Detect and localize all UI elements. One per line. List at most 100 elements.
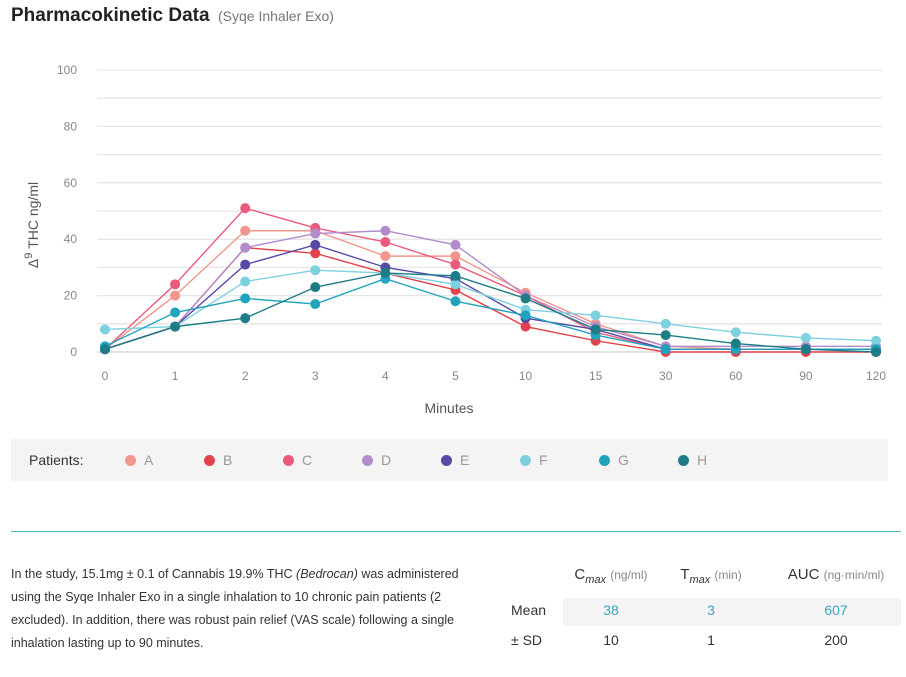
x-tick-label: 5	[452, 369, 459, 383]
data-point-f	[240, 276, 251, 287]
data-point-g	[660, 344, 671, 355]
data-point-g	[520, 310, 531, 321]
chart-title: Pharmacokinetic Data	[11, 5, 210, 26]
data-point-c	[240, 203, 251, 214]
data-point-f	[660, 318, 671, 329]
sd-cmax: 10	[603, 632, 619, 648]
legend-label: E	[460, 452, 470, 468]
header-auc: AUC (ng·min/ml)	[787, 566, 885, 583]
sd-tmax: 1	[707, 632, 715, 648]
mean-auc: 607	[824, 602, 848, 618]
patients-legend: Patients: A B C D E F G H	[11, 439, 888, 481]
legend-swatch	[520, 455, 531, 466]
legend-label: A	[144, 452, 154, 468]
legend-swatch	[362, 455, 373, 466]
description-product-name: (Bedrocan)	[296, 567, 358, 581]
legend-title: Patients:	[29, 452, 84, 468]
mean-tmax: 3	[707, 602, 715, 618]
series-line-c	[104, 207, 876, 350]
legend-item-d: D	[362, 452, 391, 468]
data-point-h	[240, 313, 251, 324]
x-tick-label: 90	[799, 369, 813, 383]
legend-label: H	[697, 452, 708, 468]
data-point-g	[170, 307, 181, 318]
data-point-a	[240, 225, 251, 236]
data-point-g	[240, 293, 251, 304]
legend-label: F	[539, 452, 548, 468]
data-point-f	[100, 324, 110, 335]
y-tick-label: 40	[64, 232, 78, 246]
data-point-e	[240, 259, 251, 270]
legend-label: G	[618, 452, 629, 468]
y-tick-label: 100	[57, 63, 77, 77]
data-point-g	[450, 296, 461, 307]
data-point-f	[730, 327, 741, 338]
data-point-d	[310, 228, 321, 239]
legend-item-b: B	[204, 452, 232, 468]
page-title: Pharmacokinetic Data (Syqe Inhaler Exo)	[11, 5, 334, 27]
y-tick-label: 80	[64, 119, 78, 133]
data-point-h	[310, 282, 321, 293]
y-tick-label: 20	[64, 289, 78, 303]
data-point-b	[310, 248, 321, 259]
section-divider	[11, 531, 901, 532]
legend-swatch	[204, 455, 215, 466]
legend-item-f: F	[520, 452, 548, 468]
x-axis-label: Minutes	[424, 400, 473, 416]
mean-cmax: 38	[603, 602, 619, 618]
svg-text:Δ9 THC ng/ml: Δ9 THC ng/ml	[23, 182, 41, 268]
y-axis-label: Δ9 THC ng/ml	[23, 182, 41, 268]
stats-sd-row: ± SD 10 1 200	[505, 632, 901, 660]
legend-label: D	[381, 452, 392, 468]
data-point-h	[170, 321, 181, 332]
x-tick-label: 4	[382, 369, 389, 383]
data-point-h	[380, 268, 391, 279]
data-point-h	[800, 344, 811, 355]
series-line-g	[104, 277, 876, 350]
data-point-h	[450, 270, 461, 281]
x-tick-label: 30	[659, 369, 673, 383]
legend-swatch	[599, 455, 610, 466]
data-point-f	[590, 310, 601, 321]
data-point-h	[590, 324, 601, 335]
data-point-f	[450, 279, 461, 290]
header-tmax: Tmax (min)	[680, 566, 742, 586]
data-point-h	[520, 293, 531, 304]
data-point-f	[800, 332, 811, 343]
sd-label: ± SD	[511, 632, 543, 648]
series-line-f	[104, 269, 877, 342]
data-point-h	[871, 347, 881, 357]
legend-swatch	[283, 455, 294, 466]
mean-label: Mean	[511, 602, 547, 618]
data-point-d	[380, 225, 391, 236]
study-description: In the study, 15.1mg ± 0.1 of Cannabis 1…	[11, 563, 466, 655]
y-tick-label: 0	[70, 345, 77, 359]
legend-label: B	[223, 452, 233, 468]
data-point-a	[380, 251, 391, 262]
x-tick-label: 60	[729, 369, 743, 383]
chart-subtitle: (Syqe Inhaler Exo)	[217, 8, 334, 24]
legend-item-g: G	[599, 452, 629, 468]
legend-item-h: H	[678, 452, 707, 468]
description-text-1: In the study, 15.1mg ± 0.1 of Cannabis 1…	[11, 567, 297, 581]
legend-item-a: A	[125, 452, 153, 468]
mean-row-background	[563, 598, 901, 626]
data-point-a	[170, 290, 181, 301]
data-point-h	[730, 338, 741, 349]
data-point-e	[310, 239, 321, 250]
legend-swatch	[678, 455, 689, 466]
legend-label: C	[302, 452, 313, 468]
legend-item-c: C	[283, 452, 312, 468]
data-point-f	[310, 265, 321, 276]
legend-swatch	[441, 455, 452, 466]
y-tick-label: 60	[64, 176, 78, 190]
x-tick-label: 0	[102, 369, 109, 383]
legend-swatch	[125, 455, 136, 466]
x-tick-label: 3	[312, 369, 319, 383]
data-point-a	[450, 251, 461, 262]
data-point-c	[170, 279, 181, 290]
data-point-b	[520, 321, 531, 332]
stats-header-row: Cmax (ng/ml) Tmax (min) AUC (ng·min/ml)	[505, 566, 901, 594]
x-tick-label: 1	[172, 369, 179, 383]
data-point-g	[310, 299, 321, 310]
